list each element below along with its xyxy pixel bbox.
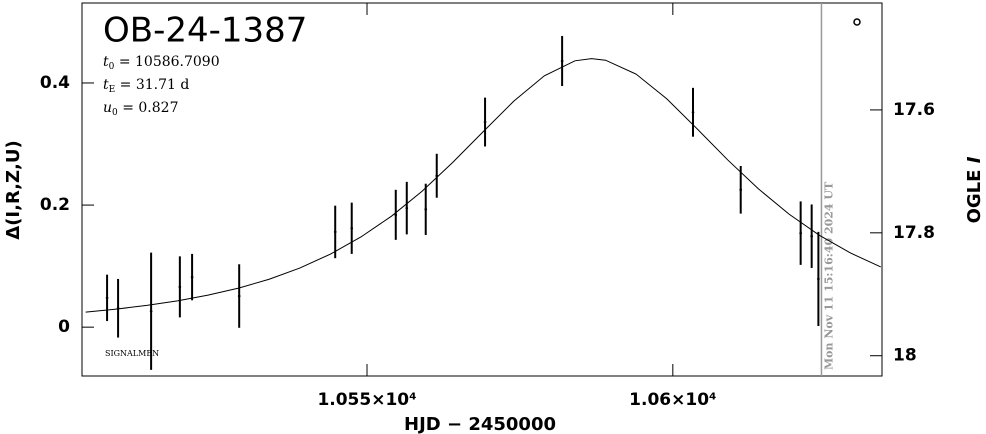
- data-point: [350, 226, 354, 230]
- data-point: [560, 59, 564, 63]
- param-symbol: t: [103, 54, 109, 70]
- x-tick-label: 1.055×10⁴: [317, 390, 416, 410]
- data-point: [105, 296, 109, 300]
- model-curve: [85, 58, 881, 313]
- data-point: [237, 294, 241, 298]
- data-point: [739, 188, 743, 192]
- x-axis-label: HJD − 2450000: [404, 414, 556, 434]
- y2-tick-label: 17.6: [893, 100, 935, 120]
- data-point: [817, 277, 820, 281]
- y2-label-italic: I: [964, 156, 985, 163]
- y2-label-text: OGLE: [964, 163, 985, 223]
- y2-tick-label: 18: [893, 346, 917, 366]
- param-symbol: t: [103, 77, 109, 93]
- y-tick-label: 0: [58, 317, 70, 337]
- y2-tick-label: 17.8: [893, 223, 935, 243]
- chart-title: OB-24-1387: [103, 11, 307, 51]
- data-point: [178, 285, 182, 289]
- data-point: [405, 206, 409, 210]
- marker-symbol: [853, 18, 861, 26]
- param-subscript: 0: [109, 62, 115, 72]
- param-value: = 0.827: [118, 100, 179, 116]
- data-point: [149, 309, 153, 313]
- param-value: = 31.71 d: [115, 77, 189, 93]
- y-tick-label: 0.2: [40, 195, 70, 215]
- data-point: [810, 234, 813, 238]
- data-point: [691, 110, 695, 114]
- x-tick-label: 1.06×10⁴: [629, 390, 716, 410]
- param-subscript: 0: [112, 108, 118, 118]
- param-line: t0 = 10586.7090: [103, 54, 220, 72]
- param-line: u0 = 0.827: [103, 100, 178, 118]
- data-point: [333, 230, 337, 234]
- data-point: [424, 208, 428, 211]
- time-marker-label: Mon Nov 11 15:16:40 2024 UT: [822, 181, 835, 370]
- plot-frame: [81, 2, 883, 377]
- param-subscript: E: [109, 85, 116, 95]
- annotation: SIGNALMEN: [105, 349, 159, 358]
- y2-axis-label: OGLE I: [964, 156, 985, 223]
- y-axis-label: Δ(I,R,Z,U): [3, 140, 24, 239]
- data-point: [190, 275, 194, 279]
- y-tick-label: 0.4: [40, 73, 70, 93]
- data-point: [799, 231, 802, 235]
- data-point: [394, 213, 398, 217]
- data-point: [483, 120, 487, 124]
- param-symbol: u: [103, 100, 112, 116]
- param-value: = 10586.7090: [114, 54, 219, 70]
- param-line: tE = 31.71 d: [103, 77, 189, 95]
